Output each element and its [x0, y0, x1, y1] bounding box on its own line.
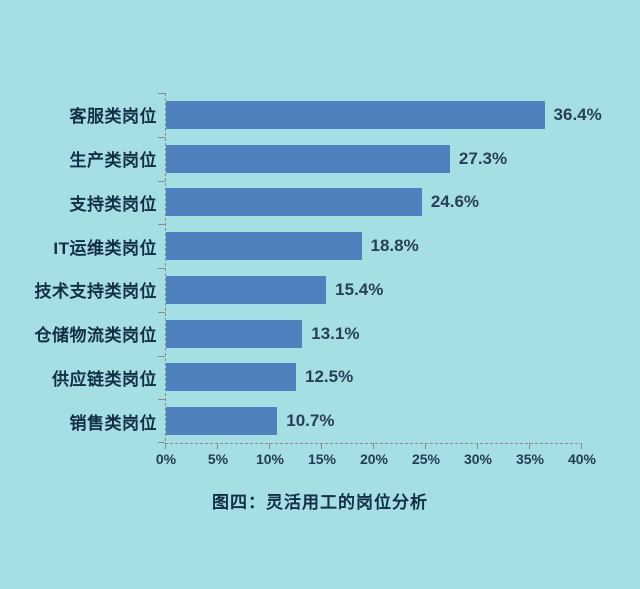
bar [166, 144, 450, 173]
bar [166, 319, 303, 348]
value-label: 12.5% [305, 367, 354, 387]
value-label: 10.7% [286, 411, 335, 431]
bar-row: IT运维类岗位 18.8% [53, 224, 582, 268]
y-axis-line [165, 93, 166, 443]
x-tick-label: 0% [155, 451, 177, 467]
y-axis-tick [158, 268, 165, 269]
bar-row: 供应链类岗位 12.5% [52, 356, 582, 400]
y-axis-tick [158, 399, 165, 401]
bar-row: 仓储物流类岗位 13.1% [35, 312, 582, 356]
value-label: 24.6% [430, 192, 480, 212]
bar [166, 100, 545, 129]
value-label: 18.8% [370, 236, 419, 256]
y-axis-tick [158, 136, 165, 138]
value-label: 13.1% [311, 323, 360, 343]
plot-area: 客服类岗位 36.4% 生产类岗位 27.3% 支持类岗位 24.6% IT运维… [35, 93, 602, 467]
category-label: 仓储物流类岗位 [34, 326, 157, 346]
x-axis-tick [217, 443, 218, 449]
category-label: 供应链类岗位 [52, 369, 157, 389]
value-label: 27.3% [458, 148, 508, 168]
x-axis-tick [425, 443, 426, 449]
x-axis-tick [581, 443, 582, 449]
value-label: 15.4% [335, 279, 384, 299]
x-tick-label: 15% [307, 451, 337, 467]
bar-row: 技术支持类岗位 15.4% [35, 268, 582, 312]
category-label: 客服类岗位 [69, 107, 157, 127]
bar [166, 188, 422, 217]
bar [166, 363, 296, 392]
bar-row: 销售类岗位 10.7% [70, 399, 582, 443]
x-tick-label: 40% [567, 451, 597, 467]
x-axis-tick [373, 443, 374, 449]
category-label: IT运维类岗位 [53, 238, 157, 258]
x-tick-label: 5% [207, 451, 229, 467]
x-axis-tick [477, 443, 478, 449]
bar-rows: 客服类岗位 36.4% 生产类岗位 27.3% 支持类岗位 24.6% IT运维… [35, 93, 602, 443]
chart-title: 图四：灵活用工的岗位分析 [212, 493, 428, 512]
bar [166, 275, 327, 304]
y-axis-tick [158, 355, 165, 357]
category-label: 生产类岗位 [69, 151, 157, 171]
x-tick-label: 35% [515, 451, 545, 467]
x-tick-label: 10% [255, 451, 285, 467]
category-label: 销售类岗位 [69, 413, 157, 433]
y-axis-tick [158, 93, 165, 94]
value-label: 36.4% [553, 104, 602, 124]
bar-row: 生产类岗位 27.3% [70, 137, 582, 181]
x-axis-tick [165, 443, 166, 449]
y-axis-tick [158, 224, 165, 226]
x-tick-label: 30% [463, 451, 493, 467]
y-axis-tick [158, 180, 165, 182]
x-tick-label: 20% [359, 451, 389, 467]
x-axis-tick [321, 443, 322, 449]
bar [166, 232, 362, 261]
category-label: 支持类岗位 [69, 194, 157, 214]
y-axis-tick [158, 311, 165, 313]
x-axis-tick [529, 443, 530, 449]
category-label: 技术支持类岗位 [34, 282, 157, 302]
bar-row: 支持类岗位 24.6% [70, 181, 582, 225]
bar-row: 客服类岗位 36.4% [70, 93, 602, 137]
x-tick-label: 25% [411, 451, 441, 467]
y-axis-tick [158, 442, 165, 443]
bar [166, 407, 278, 436]
x-axis-tick [269, 443, 270, 449]
